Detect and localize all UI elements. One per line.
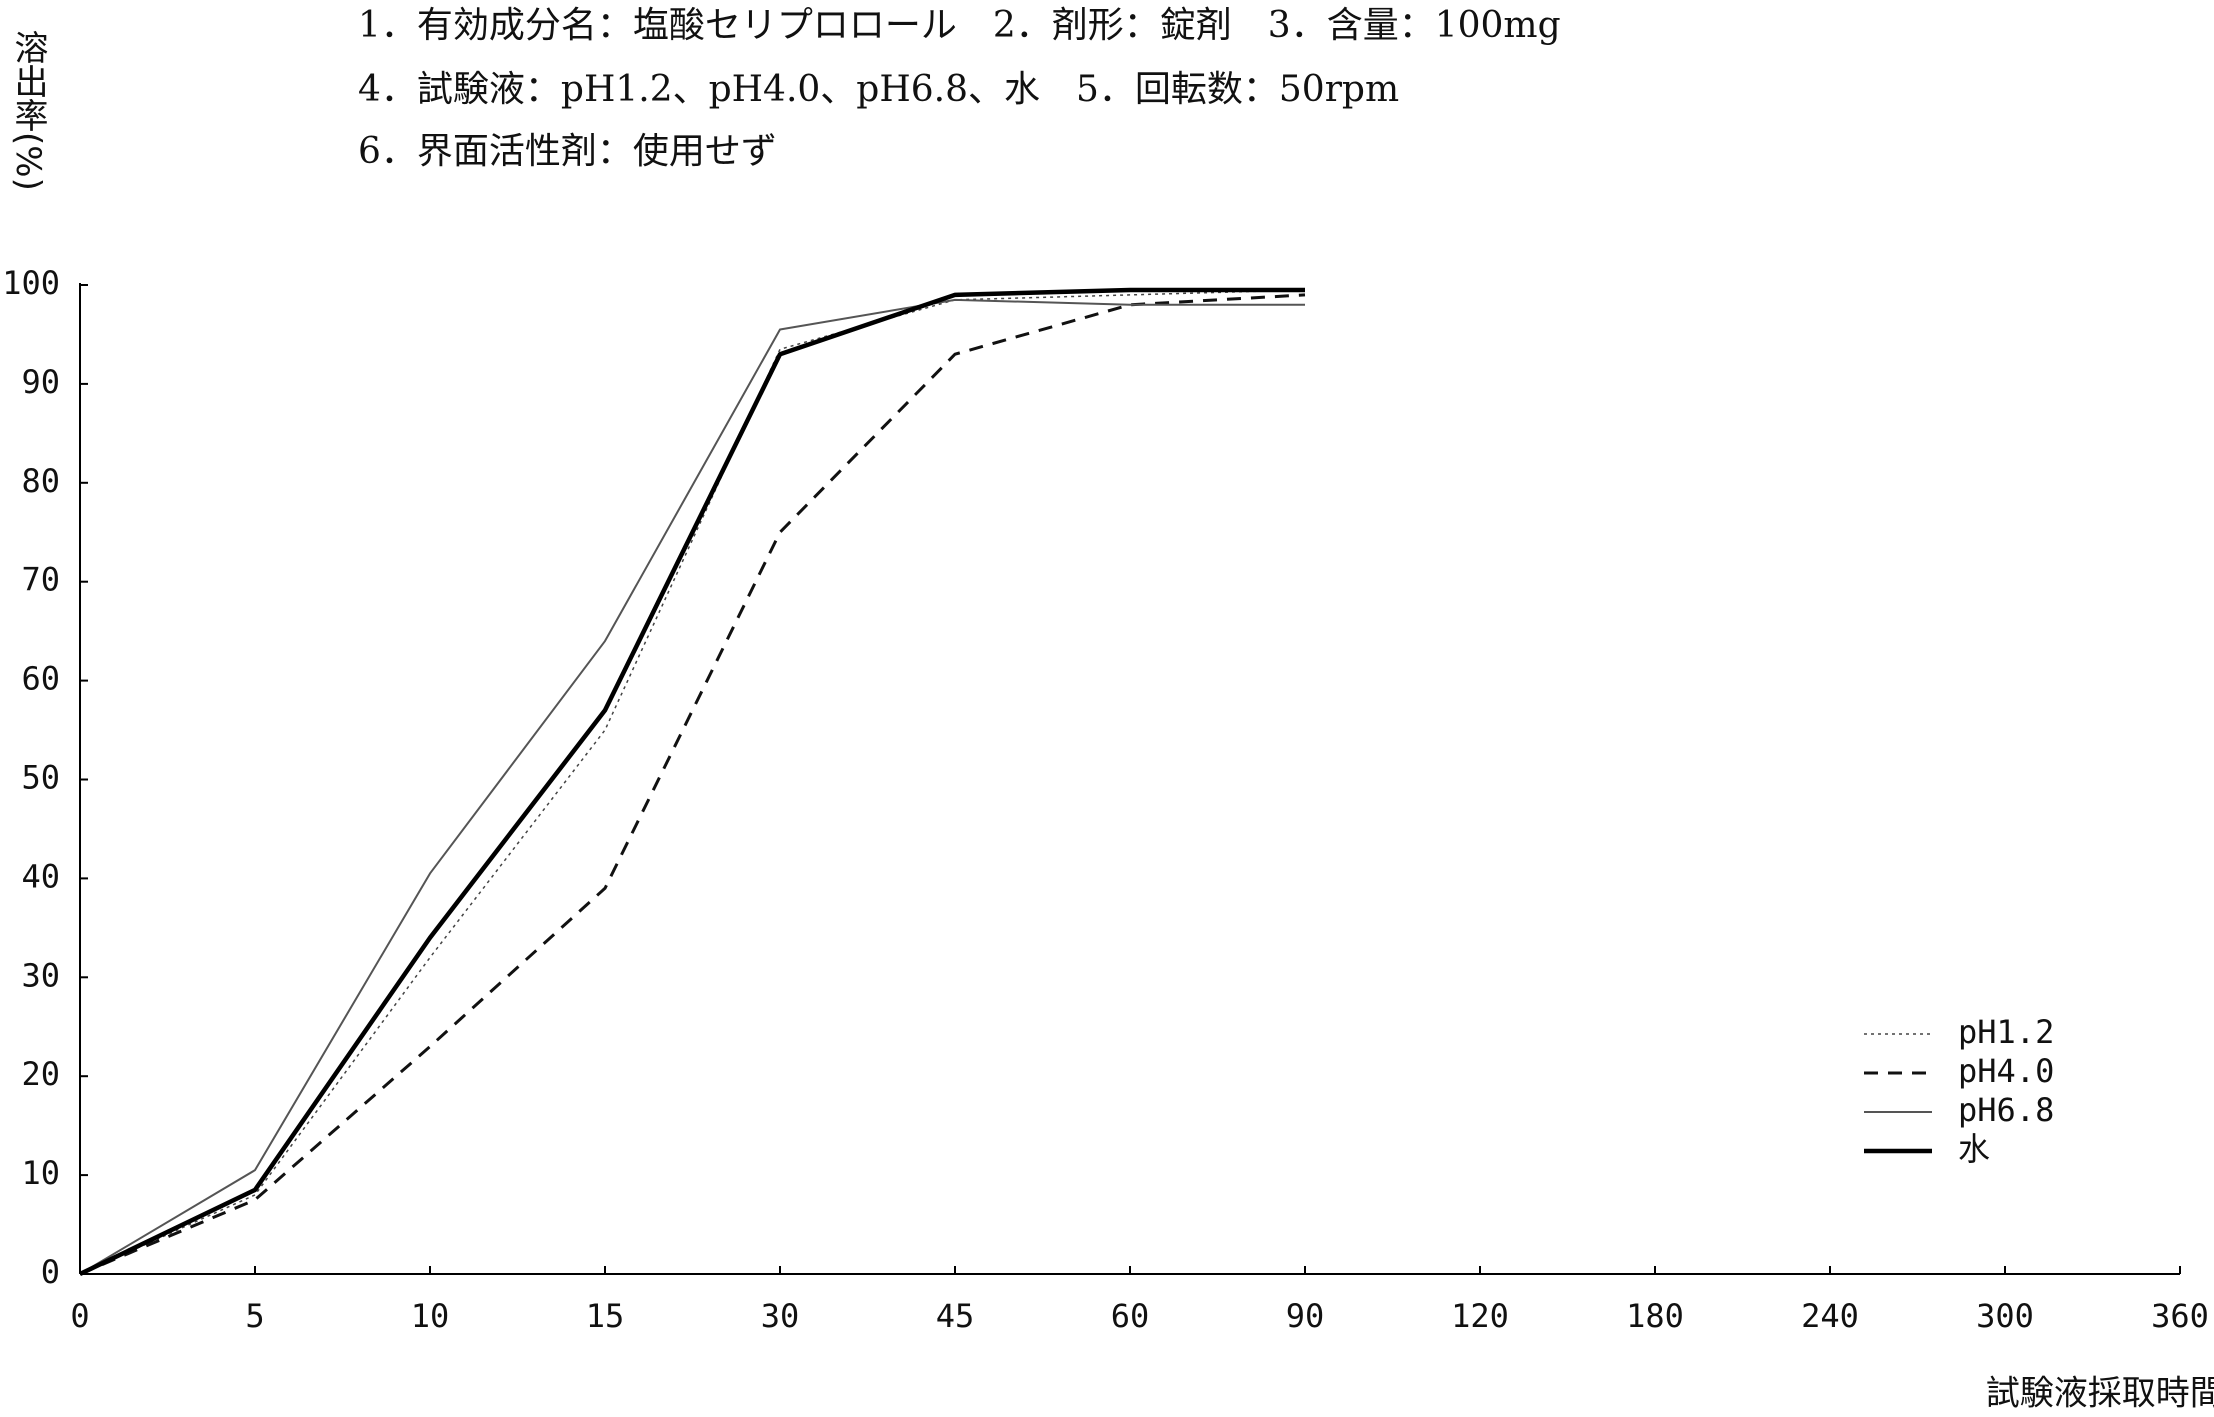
series-line — [79, 287, 1305, 1277]
y-tick-label: 100 — [2, 264, 60, 302]
series-line — [79, 289, 1306, 1275]
x-tick-label: 240 — [1801, 1297, 1859, 1335]
legend-label: 水 — [1958, 1130, 1990, 1168]
y-tick-label: 0 — [41, 1253, 60, 1291]
title-line: 4．試験液：pH1.2、pH4.0、pH6.8、水 5．回転数：50rpm — [358, 69, 1399, 110]
y-tick-label: 70 — [21, 561, 60, 599]
title-line: 6．界面活性剤：使用せず — [358, 131, 777, 172]
legend-label: pH6.8 — [1958, 1091, 2054, 1129]
series-line — [79, 293, 1306, 1276]
title-line: 1．有効成分名：塩酸セリプロロール 2．剤形：錠剤 3．含量：100mg — [358, 5, 1561, 46]
x-tick-label: 180 — [1626, 1297, 1684, 1335]
x-tick-label: 10 — [411, 1297, 450, 1335]
y-tick-label: 30 — [21, 956, 60, 994]
x-tick-label: 300 — [1976, 1297, 2034, 1335]
y-tick-label: 20 — [21, 1055, 60, 1093]
x-tick-label: 0 — [70, 1297, 89, 1335]
x-tick-label: 5 — [245, 1297, 264, 1335]
x-tick-label: 120 — [1451, 1297, 1509, 1335]
x-tick-label: 90 — [1286, 1297, 1325, 1335]
x-tick-label: 30 — [761, 1297, 800, 1335]
x-tick-label: 15 — [586, 1297, 625, 1335]
y-tick-label: 80 — [21, 462, 60, 500]
series-line — [79, 298, 1305, 1275]
x-tick-label: 45 — [936, 1297, 975, 1335]
x-tick-label: 360 — [2151, 1297, 2209, 1335]
y-tick-label: 50 — [21, 759, 60, 797]
y-tick-label: 60 — [21, 660, 60, 698]
y-tick-label: 90 — [21, 363, 60, 401]
y-tick-label: 10 — [21, 1154, 60, 1192]
y-tick-label: 40 — [21, 857, 60, 895]
y-axis-label: 溶出率(%) — [8, 30, 48, 191]
legend-label: pH1.2 — [1958, 1013, 2054, 1051]
legend-label: pH4.0 — [1958, 1052, 2054, 1090]
x-axis-label: 試験液採取時間(分) — [1986, 1374, 2214, 1414]
x-tick-label: 60 — [1111, 1297, 1150, 1335]
